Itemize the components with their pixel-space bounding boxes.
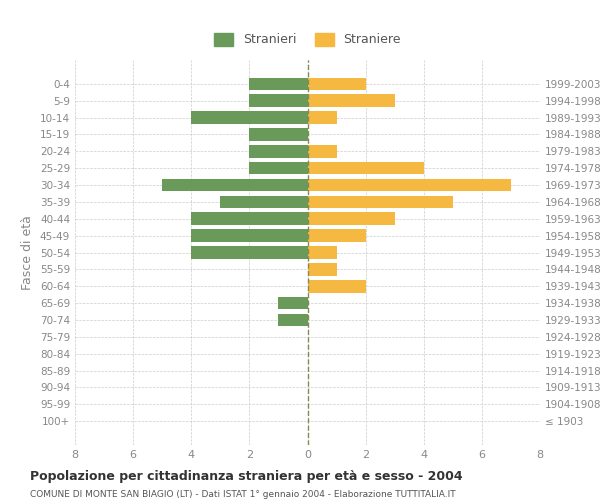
Legend: Stranieri, Straniere: Stranieri, Straniere <box>209 28 406 52</box>
Bar <box>308 263 337 276</box>
Bar <box>191 246 308 259</box>
Bar <box>308 196 453 208</box>
Bar <box>308 212 395 225</box>
Bar <box>250 145 308 158</box>
Bar <box>308 78 365 90</box>
Bar <box>162 178 308 192</box>
Bar <box>250 162 308 174</box>
Bar <box>308 246 337 259</box>
Text: COMUNE DI MONTE SAN BIAGIO (LT) - Dati ISTAT 1° gennaio 2004 - Elaborazione TUTT: COMUNE DI MONTE SAN BIAGIO (LT) - Dati I… <box>30 490 455 499</box>
Bar <box>250 94 308 107</box>
Bar <box>278 297 308 310</box>
Bar <box>308 111 337 124</box>
Text: Popolazione per cittadinanza straniera per età e sesso - 2004: Popolazione per cittadinanza straniera p… <box>30 470 463 483</box>
Bar <box>308 94 395 107</box>
Bar <box>250 128 308 141</box>
Bar <box>308 178 511 192</box>
Bar <box>308 230 365 242</box>
Bar <box>191 111 308 124</box>
Y-axis label: Fasce di età: Fasce di età <box>22 215 34 290</box>
Bar <box>278 314 308 326</box>
Bar <box>308 162 424 174</box>
Bar <box>308 280 365 292</box>
Bar <box>191 212 308 225</box>
Bar <box>191 230 308 242</box>
Bar <box>220 196 308 208</box>
Bar <box>250 78 308 90</box>
Bar <box>308 145 337 158</box>
